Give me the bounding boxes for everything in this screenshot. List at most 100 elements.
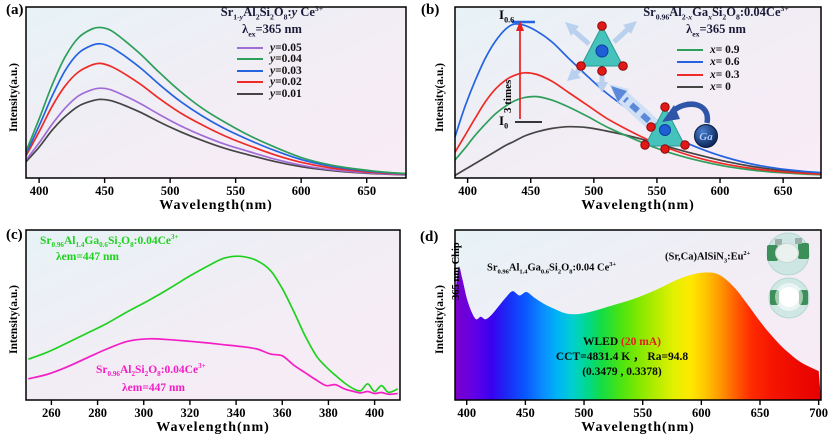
led-photo-on-icon xyxy=(768,277,810,319)
x-tick-label-260: 260 xyxy=(42,406,61,420)
curve-grn xyxy=(28,255,399,394)
plot-frame xyxy=(454,6,822,179)
legend-item: y=0.01 xyxy=(237,87,302,100)
curve-x09 xyxy=(454,95,822,176)
panel-b-annotation-layer: Ga xyxy=(512,20,718,154)
panel-b-xlabel: Wavelength(nm) xyxy=(581,198,695,213)
legend-label: x= 0.9 xyxy=(710,43,740,56)
x-tick-label-550: 550 xyxy=(226,184,245,198)
curve-x0 xyxy=(454,125,822,177)
legend-label: x= 0.6 xyxy=(710,56,740,69)
legend-swatch xyxy=(677,73,703,76)
panel-a-title: Sr1-yAl2Si2O8:y Ce3+ xyxy=(220,4,324,22)
ga-insertion-arrowhead xyxy=(662,105,680,122)
x-tick-label-700: 700 xyxy=(809,406,828,420)
x-tick-label-500: 500 xyxy=(575,406,594,420)
panel-b-ylabel: Intensity(a.u.) xyxy=(434,62,446,132)
x-tick-label-500: 500 xyxy=(584,184,603,198)
legend-item: y=0.04 xyxy=(237,53,302,66)
curve-y004 xyxy=(25,26,407,175)
panel-c-magenta-lambda: λem=447 nm xyxy=(122,382,185,394)
curve-y003 xyxy=(25,42,407,175)
x-tick-label-280: 280 xyxy=(88,406,107,420)
x-tick-label-550: 550 xyxy=(648,184,667,198)
x-tick-label-500: 500 xyxy=(161,184,180,198)
panel-c-plot: 260 280 300 320 340 360 380 400 xyxy=(25,229,401,420)
legend-label: y=0.03 xyxy=(270,64,302,77)
x-tick-label-400: 400 xyxy=(30,184,49,198)
x-tick-label-360: 360 xyxy=(273,406,292,420)
legend-label: y=0.02 xyxy=(270,76,302,89)
i06-annotation: I0.6 xyxy=(499,7,515,25)
panel-c-magenta-formula: Sr0.96Al2Si2O8:0.04Ce3+ xyxy=(96,362,206,379)
x-tick-label-400: 400 xyxy=(458,184,477,198)
plot-background xyxy=(455,7,821,178)
plot-background xyxy=(26,7,406,178)
panel-d-ylabel: Intensity(a.u.) xyxy=(434,284,446,354)
expanded-tetrahedron-icon xyxy=(565,21,637,93)
legend-item: x= 0 xyxy=(677,81,740,94)
cct-label: CCT=4831.4 K ， Ra=94.8 xyxy=(555,351,689,363)
panel-c-xlabel: Wavelength(nm) xyxy=(156,420,270,435)
legend-swatch xyxy=(237,69,263,72)
x-tick-label-300: 300 xyxy=(134,406,153,420)
x-tick-label-400: 400 xyxy=(365,406,384,420)
x-tick-label-550: 550 xyxy=(633,406,652,420)
curve-x03 xyxy=(454,71,822,175)
curve-y005 xyxy=(25,87,407,176)
legend-label: y=0.04 xyxy=(270,53,302,66)
panel-a-subtitle: λex=365 nm xyxy=(242,22,302,39)
x-tick-label-400: 400 xyxy=(457,406,476,420)
legend-item: x= 0.3 xyxy=(677,68,740,81)
legend-item: x= 0.9 xyxy=(677,43,740,56)
panel-a-legend: y=0.05 y=0.04 y=0.03 y=0.02 y=0.01 xyxy=(237,41,302,100)
legend-label: y=0.05 xyxy=(270,41,302,54)
legend-item: y=0.03 xyxy=(237,64,302,77)
ga-atom-icon xyxy=(694,124,718,148)
legend-swatch xyxy=(677,61,703,64)
legend-label: x= 0.3 xyxy=(710,68,740,81)
x-tick-label-600: 600 xyxy=(292,184,311,198)
legend-swatch xyxy=(237,81,263,84)
wled-info-block: WLED (20 mA) CCT=4831.4 K ， Ra=94.8 (0.3… xyxy=(507,335,737,380)
spectrum-area-wled xyxy=(455,266,821,400)
x-tick-label-650: 650 xyxy=(357,184,376,198)
curve-y001 xyxy=(25,98,407,176)
legend-label: y=0.01 xyxy=(270,87,302,100)
panel-b-plot: 400 450 500 550 600 650 xyxy=(454,6,822,198)
x-tick-label-450: 450 xyxy=(521,184,540,198)
x-tick-label-450: 450 xyxy=(95,184,114,198)
wled-label: WLED (20 mA) xyxy=(583,336,661,348)
legend-swatch xyxy=(677,48,703,51)
legend-label: x= 0 xyxy=(710,81,731,94)
x-tick-label-340: 340 xyxy=(227,406,246,420)
panel-c-green-lambda: λem=447 nm xyxy=(56,251,119,263)
chip-annotation: 365 nm Chip xyxy=(451,242,462,300)
curve-y002 xyxy=(25,62,407,176)
panel-a-plot: 400 450 500 550 600 650 xyxy=(25,6,407,198)
ga-insertion-arrow xyxy=(670,101,711,124)
panel-d-plot: 400 450 500 550 600 650 700 xyxy=(454,229,828,420)
panel-a-xlabel: Wavelength(nm) xyxy=(159,198,273,213)
panel-label-d: (d) xyxy=(420,229,439,245)
panel-b-title: Sr0.96Al2-xGaxSi2O8:0.04Ce3+ xyxy=(643,4,789,22)
legend-swatch xyxy=(237,92,263,95)
panel-label-a: (a) xyxy=(6,2,24,18)
x-tick-label-450: 450 xyxy=(516,406,535,420)
panel-c-green-formula: Sr0.96Al1.4Ga0.6Si2O8:0.04Ce3+ xyxy=(40,233,179,250)
x-tick-label-320: 320 xyxy=(181,406,200,420)
panel-a-ylabel: Intensity(a.u.) xyxy=(8,62,20,132)
panel-d-photo-layer xyxy=(766,232,810,319)
panel-d-xlabel: Wavelength(nm) xyxy=(581,420,695,435)
panel-c: 260 280 300 320 340 360 380 400 (c) Sr0.96Al1.4… xyxy=(0,224,415,447)
panel-b-subtitle: λex=365 nm xyxy=(686,22,746,39)
blue-phosphor-label: Sr0.96Al1.4Ga0.6Si2O8:0.04 Ce3+ xyxy=(487,261,617,276)
panel-b: 400 450 500 550 600 650 xyxy=(415,0,830,224)
x-tick-label-600: 600 xyxy=(692,406,711,420)
ga-doped-tetrahedron-icon: Ga xyxy=(640,101,718,154)
panel-c-ylabel: Intensity(a.u.) xyxy=(8,284,20,354)
panel-label-b: (b) xyxy=(421,2,440,18)
plot-background xyxy=(26,230,400,400)
curve-mag xyxy=(28,337,398,396)
